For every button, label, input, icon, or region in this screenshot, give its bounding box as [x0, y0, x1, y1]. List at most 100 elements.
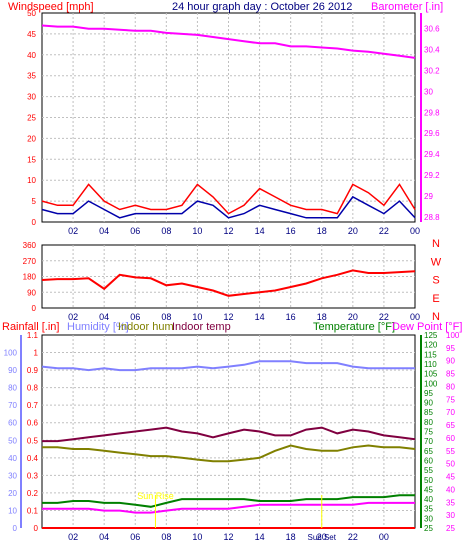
gust-series-line	[41, 183, 416, 215]
temperature-y-tick-label: 60	[424, 456, 433, 465]
x-tick-label: 14	[255, 312, 265, 322]
x-tick-label: 10	[192, 226, 202, 236]
x-tick-label: 20	[317, 532, 327, 542]
x-tick-label: 18	[286, 532, 296, 542]
humidity-y-tick-label: 20	[8, 489, 17, 498]
humidity-y-tick-label: 50	[8, 436, 17, 445]
temperature-y-tick-label: 50	[424, 476, 433, 485]
humidity-y-tick-label: 30	[8, 471, 17, 480]
temperature-y-tick-label: 55	[424, 466, 433, 475]
temperature-y-tick-label: 40	[424, 495, 433, 504]
direction-y-tick-label: 360	[23, 241, 37, 250]
temperature-y-tick-label: 90	[424, 399, 433, 408]
sunrise-label: Sun Rise	[137, 491, 174, 501]
rain-y-tick-label: 0.2	[27, 489, 39, 498]
x-tick-label: 02	[68, 532, 78, 542]
x-tick-label: 12	[223, 532, 233, 542]
x-tick-label: 16	[286, 226, 296, 236]
legend-indoor-hum: Indoor hum	[118, 321, 174, 333]
temperature-y-tick-label: 35	[424, 505, 433, 514]
dewpoint-y-tick-label: 25	[446, 524, 455, 533]
x-tick-label: 08	[161, 532, 171, 542]
barometer-series-line	[41, 24, 416, 59]
dew-point-series-line	[42, 501, 415, 514]
x-tick-label: 22	[379, 312, 389, 322]
x-tick-label: 06	[130, 312, 140, 322]
barometer-y-tick-label: 29.8	[424, 108, 440, 117]
temperature-y-tick-label: 25	[424, 524, 433, 533]
wind-y-tick-label: 35	[27, 72, 36, 81]
x-tick-label: 10	[192, 532, 202, 542]
indoor-hum-series-line	[42, 444, 416, 463]
barometer-y-tick-label: 30	[424, 87, 433, 96]
rain-y-tick-label: 0.7	[27, 401, 39, 410]
compass-label: N	[432, 238, 440, 250]
legend-dew-point: Dew Point [°F]	[392, 321, 462, 333]
x-tick-label: 02	[68, 312, 78, 322]
dewpoint-y-tick-label: 75	[446, 395, 455, 404]
x-tick-label: 00	[379, 532, 389, 542]
temperature-series-line	[42, 494, 415, 508]
temperature-y-tick-label: 85	[424, 408, 433, 417]
wind-axis-title: Windspeed [mph]	[8, 1, 94, 13]
temperature-y-tick-label: 30	[424, 514, 433, 523]
compass-label: N	[432, 311, 440, 323]
dewpoint-y-tick-label: 70	[446, 408, 455, 417]
rain-y-tick-label: 0.1	[27, 506, 39, 515]
dewpoint-y-tick-label: 85	[446, 370, 455, 379]
chart-title: 24 hour graph day : October 26 2012	[172, 1, 352, 13]
dewpoint-y-tick-label: 40	[446, 485, 455, 494]
x-tick-label: 06	[130, 226, 140, 236]
temperature-y-tick-label: 80	[424, 418, 433, 427]
x-tick-label: 08	[161, 312, 171, 322]
dewpoint-y-tick-label: 80	[446, 382, 455, 391]
dewpoint-y-tick-label: 45	[446, 473, 455, 482]
dewpoint-y-tick-label: 55	[446, 447, 455, 456]
x-tick-label: 14	[255, 226, 265, 236]
humidity-y-tick-label: 70	[8, 401, 17, 410]
x-tick-label: 14	[255, 532, 265, 542]
x-tick-label: 06	[130, 532, 140, 542]
wind-y-tick-label: 0	[32, 218, 37, 227]
x-tick-label: 22	[379, 226, 389, 236]
sunset-label: Sun Set	[308, 533, 337, 542]
humidity-y-tick-label: 0	[13, 524, 18, 533]
wind-y-tick-label: 50	[27, 9, 36, 18]
temperature-y-tick-label: 100	[424, 379, 438, 388]
wind-y-tick-label: 45	[27, 30, 36, 39]
dewpoint-y-tick-label: 90	[446, 357, 455, 366]
barometer-axis-title: Barometer [.in]	[371, 1, 443, 13]
x-tick-label: 04	[99, 226, 109, 236]
x-tick-label: 00	[410, 226, 420, 236]
legend-rainfall: Rainfall [.in]	[2, 321, 59, 333]
rain-y-tick-label: 1.1	[27, 331, 39, 340]
wind-y-tick-label: 15	[27, 155, 36, 164]
barometer-y-tick-label: 30.6	[424, 25, 440, 34]
x-tick-label: 22	[348, 532, 358, 542]
dewpoint-y-tick-label: 60	[446, 434, 455, 443]
rain-y-tick-label: 0	[34, 524, 39, 533]
humidity-y-tick-label: 60	[8, 419, 17, 428]
barometer-y-tick-label: 28.8	[424, 213, 440, 222]
humidity-y-tick-label: 100	[4, 349, 18, 358]
x-tick-label: 12	[223, 226, 233, 236]
temperature-y-tick-label: 110	[424, 360, 437, 369]
x-tick-label: 18	[317, 312, 327, 322]
wind-direction-series-line	[41, 269, 416, 297]
dewpoint-y-tick-label: 100	[446, 331, 460, 340]
x-tick-label: 12	[223, 312, 233, 322]
temperature-y-tick-label: 65	[424, 447, 433, 456]
wind-y-tick-label: 10	[27, 176, 36, 185]
wind-y-tick-label: 40	[27, 51, 36, 60]
legend-indoor-temp: Indoor temp	[172, 321, 231, 333]
rain-y-tick-label: 0.4	[27, 454, 39, 463]
wind-y-tick-label: 25	[27, 114, 36, 123]
x-tick-label: 00	[410, 312, 420, 322]
rain-y-tick-label: 0.3	[27, 471, 39, 480]
x-tick-label: 20	[348, 312, 358, 322]
x-tick-label: 08	[161, 226, 171, 236]
direction-y-tick-label: 0	[32, 304, 37, 313]
humidity-y-tick-label: 90	[8, 366, 17, 375]
temperature-y-tick-label: 75	[424, 428, 433, 437]
